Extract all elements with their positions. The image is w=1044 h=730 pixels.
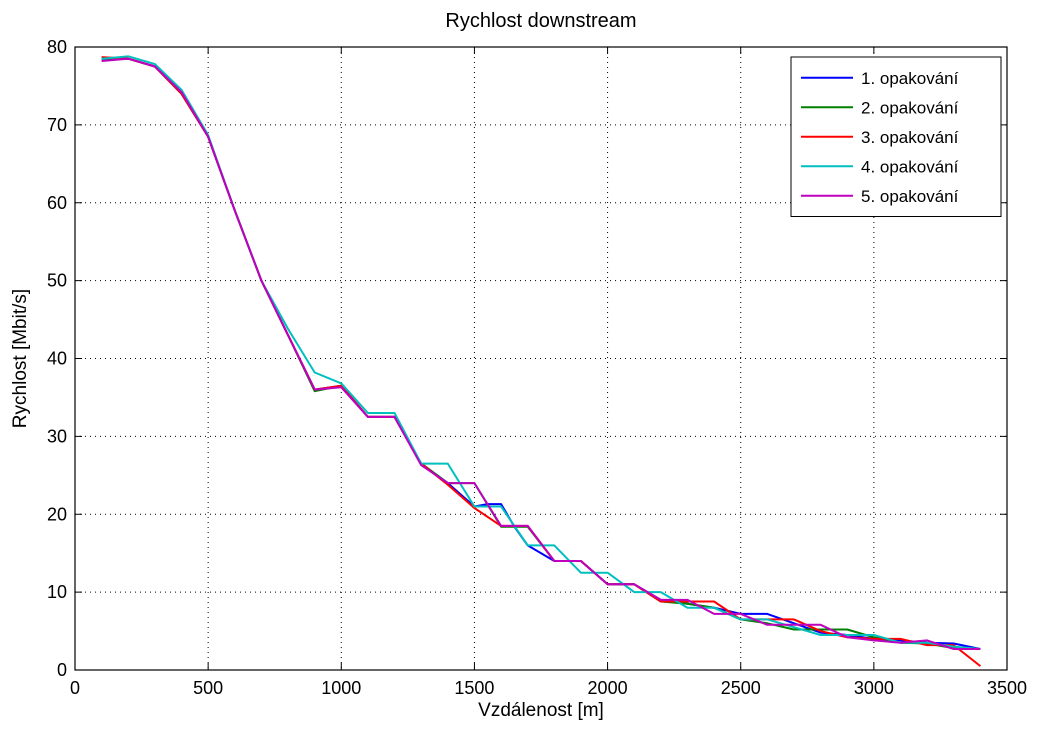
y-tick-label: 50 [47,271,67,291]
x-tick-label: 3500 [987,678,1027,698]
y-tick-label: 0 [57,660,67,680]
series-lines [101,55,982,667]
axis-ticks: 0 500 1000 1500 2000 2500 3000 3500 0 10 20 30 40 50 6… [47,37,1027,698]
x-tick-label: 3000 [854,678,894,698]
grid [75,47,1007,670]
x-tick-label: 2500 [721,678,761,698]
y-axis-label: Rychlost [Mbit/s] [10,289,31,428]
legend-label: 5. opakování [861,187,959,206]
x-tick-label: 500 [193,678,223,698]
y-tick-label: 20 [47,504,67,524]
x-tick-label: 0 [70,678,80,698]
x-axis-label: Vzdálenost [m] [478,700,604,721]
y-tick-label: 40 [47,349,67,369]
legend-label: 2. opakování [861,98,959,117]
y-tick-label: 10 [47,582,67,602]
legend: 1. opakování 2. opakování 3. opakování 4. o… [790,56,1002,217]
legend-label: 4. opakování [861,157,959,176]
series-line-5 [101,57,981,650]
legend-label: 3. opakování [861,128,959,147]
x-tick-label: 1500 [454,678,494,698]
legend-label: 1. opakování [861,69,959,88]
x-tick-label: 2000 [588,678,628,698]
y-tick-label: 70 [47,115,67,135]
y-tick-label: 30 [47,426,67,446]
x-tick-label: 1000 [321,678,361,698]
y-tick-label: 60 [47,193,67,213]
chart-title: Rychlost downstream [445,10,636,32]
y-tick-label: 80 [47,37,67,57]
